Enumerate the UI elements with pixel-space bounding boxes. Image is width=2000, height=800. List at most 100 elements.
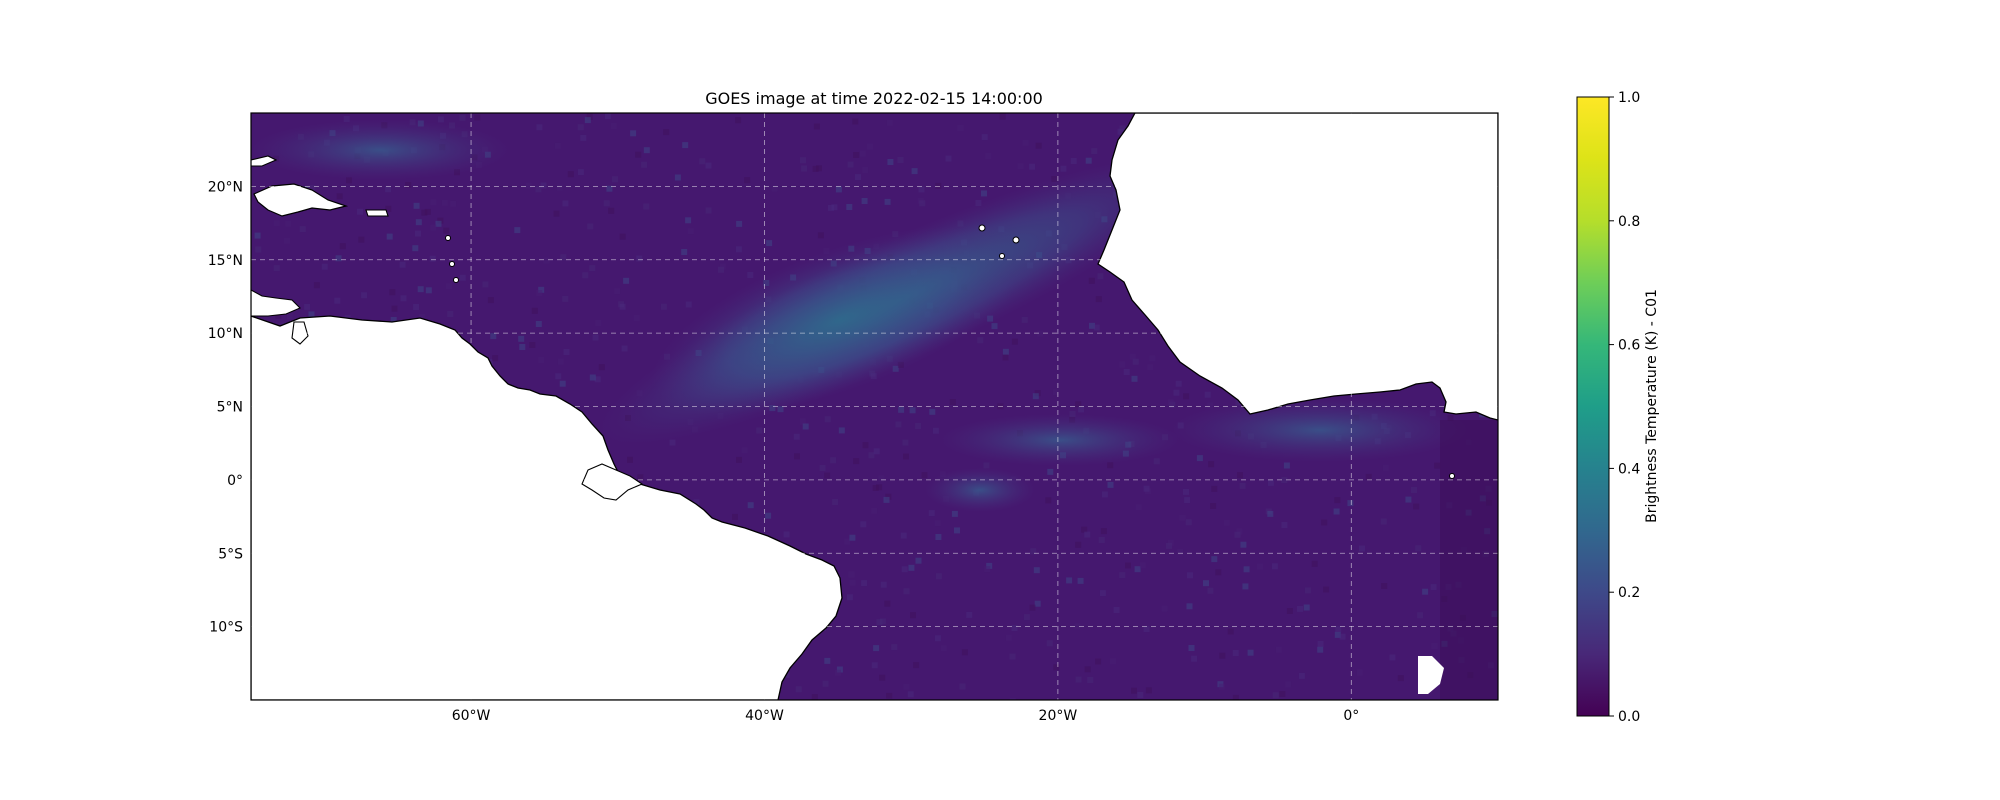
texture-pixel [1335,626,1342,633]
texture-pixel [1100,528,1107,535]
cloud-band-central [650,225,1030,415]
texture-pixel [1187,572,1193,579]
texture-pixel [608,207,615,214]
texture-pixel [1017,163,1024,170]
texture-pixel [1110,658,1116,665]
texture-pixel [848,571,855,578]
texture-pixel [853,152,860,158]
texture-pixel [430,224,437,231]
texture-pixel [1029,163,1036,170]
texture-pixel [822,680,829,687]
texture-pixel [1430,584,1437,591]
texture-pixel [1333,508,1340,515]
texture-pixel [563,349,570,355]
texture-pixel [879,618,886,625]
texture-pixel [846,594,853,601]
texture-pixel [1132,358,1139,365]
texture-pixel [1033,567,1040,574]
texture-pixel [1267,479,1274,486]
texture-pixel [429,255,436,262]
texture-pixel [1239,482,1246,489]
texture-pixel [744,177,751,184]
lat-tick-label: 10°S [209,620,243,636]
texture-pixel [719,263,726,270]
texture-pixel [1131,687,1137,694]
texture-pixel [1119,572,1126,579]
texture-pixel [589,374,596,381]
texture-pixel [900,532,907,539]
texture-pixel [482,281,489,288]
texture-pixel [1279,691,1286,697]
texture-pixel [932,427,939,434]
texture-pixel [1085,157,1092,164]
texture-pixel [1218,683,1225,690]
texture-pixel [855,174,861,181]
texture-pixel [518,335,525,342]
texture-pixel [1237,472,1243,479]
texture-pixel [813,123,820,130]
texture-pixel [339,243,346,250]
texture-pixel [538,357,545,363]
texture-pixel [1232,694,1239,700]
texture-pixel [954,527,960,534]
longitude-ticks: 60°W 40°W 20°W 0° [452,708,1360,724]
texture-pixel [836,666,843,673]
texture-pixel [531,307,538,314]
colorbar-tick-label: 0.8 [1618,214,1640,230]
colorbar-tick-label: 1.0 [1618,90,1640,106]
texture-pixel [1411,487,1417,493]
texture-pixel [459,114,466,121]
texture-pixel [425,287,432,294]
texture-pixel [660,303,667,310]
texture-pixel [918,186,925,193]
texture-pixel [945,155,952,162]
colorbar-label: Brightness Temperature (K) - C01 [1644,289,1660,523]
texture-pixel [1257,563,1263,570]
texture-pixel [1093,324,1100,331]
texture-pixel [811,694,818,700]
texture-pixel [255,246,262,253]
texture-pixel [1084,666,1091,673]
texture-pixel [1052,389,1059,396]
texture-pixel [385,205,392,212]
texture-pixel [903,588,910,595]
texture-pixel [1304,587,1311,594]
land-amazon-delta [581,463,644,501]
texture-pixel [705,207,712,214]
colorbar: 0.0 0.2 0.4 0.6 0.8 1.0 Brightness Temperatur… [1576,90,1660,725]
texture-pixel [985,153,992,159]
texture-pixel [643,147,650,154]
texture-pixel [1023,614,1030,621]
texture-pixel [1196,455,1203,462]
texture-pixel [273,220,280,227]
texture-pixel [443,227,450,234]
texture-pixel [693,499,700,506]
texture-pixel [1074,623,1081,630]
texture-pixel [1075,541,1082,548]
texture-pixel [1317,646,1324,653]
texture-pixel [884,600,891,607]
texture-pixel [880,581,887,588]
texture-pixel [873,448,880,455]
texture-pixel [915,423,922,429]
texture-pixel [872,485,879,491]
texture-pixel [861,580,868,587]
texture-pixel [1066,577,1073,584]
texture-pixel [424,208,431,215]
texture-pixel [1247,649,1254,656]
texture-pixel [304,303,311,310]
texture-pixel [321,263,328,270]
texture-pixel [1037,330,1044,337]
texture-pixel [1223,519,1230,526]
texture-pixel [1175,380,1182,387]
texture-pixel [756,427,763,434]
texture-pixel [435,220,442,227]
texture-pixel [934,635,941,642]
texture-pixel [1009,698,1016,700]
texture-pixel [871,507,878,514]
texture-pixel [399,261,406,268]
lat-tick-label: 15°N [208,253,243,269]
texture-pixel [1022,139,1029,146]
latitude-ticks: 20°N 15°N 10°N 5°N 0° 5°S 10°S [208,179,243,635]
